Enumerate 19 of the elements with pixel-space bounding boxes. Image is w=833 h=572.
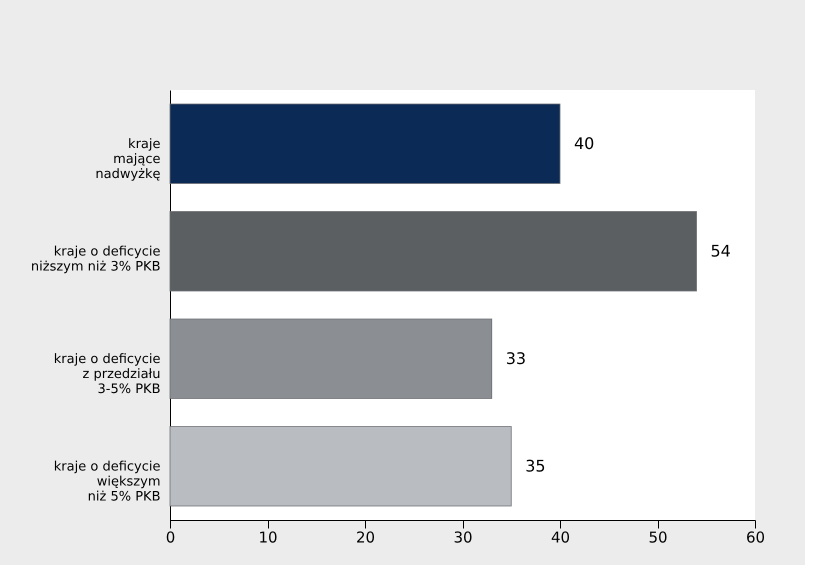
y-tick-label: kraje o deficycie z przedziału 3-5% PKB	[54, 352, 160, 397]
data-label: 33	[506, 348, 526, 368]
bar	[170, 426, 512, 506]
bar	[170, 318, 492, 399]
x-tick-label: 30	[453, 528, 473, 546]
data-label: 40	[574, 134, 594, 153]
data-label: 54	[710, 241, 731, 260]
x-tick-label: 50	[648, 528, 668, 546]
bar	[170, 211, 697, 292]
y-tick-label: kraje o deficycie niższym niż 3% PKB	[30, 244, 160, 274]
y-tick-label: kraje mające nadwyżkę	[95, 136, 160, 182]
x-tick-label: 10	[258, 528, 278, 546]
y-tick-label: kraje o deficycie większym niż 5% PKB	[54, 459, 160, 504]
x-tick-label: 40	[550, 528, 570, 546]
x-tick-label: 20	[356, 528, 376, 546]
x-tick-label: 0	[166, 528, 176, 546]
bar	[170, 104, 560, 184]
data-label: 35	[525, 456, 546, 476]
x-tick-label: 60	[746, 528, 766, 546]
